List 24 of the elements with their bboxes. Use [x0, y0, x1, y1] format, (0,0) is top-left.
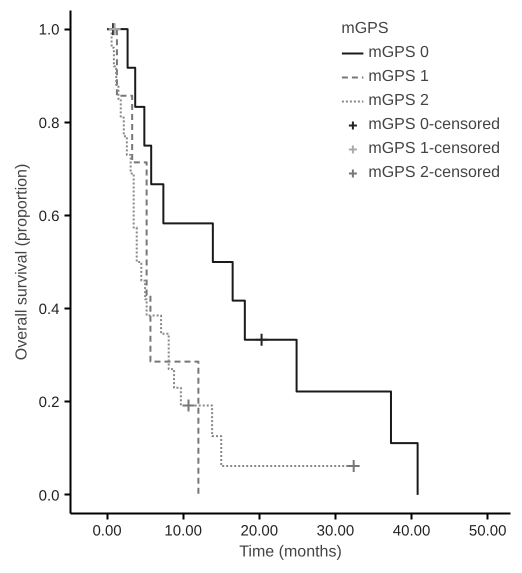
legend-label: mGPS 1-censored [368, 140, 500, 158]
y-tick-label: 1.0 [38, 22, 60, 39]
x-tick-label: 50.00 [468, 522, 506, 540]
x-tick-label: 30.00 [316, 522, 354, 540]
point [254, 332, 269, 347]
y-tick-label: 0.8 [38, 114, 60, 132]
point [346, 458, 361, 473]
x-tick-label: 40.00 [392, 522, 430, 540]
x-tick-label: 0.00 [92, 522, 122, 540]
y-axis-title: Overall survival (proportion) [14, 164, 31, 360]
x-axis-title: Time (months) [239, 544, 342, 560]
y-tick-label: 0.0 [38, 487, 60, 504]
legend-label: mGPS 1 [368, 68, 429, 86]
legend-label: mGPS 0-censored [368, 116, 500, 134]
point [181, 398, 196, 412]
y-tick-label: 0.6 [38, 208, 60, 225]
legend-title: mGPS [341, 20, 390, 38]
legend-label: mGPS 2-censored [368, 164, 500, 182]
y-tick-label: 0.4 [38, 301, 60, 318]
y-tick-label: 0.2 [38, 394, 60, 412]
x-tick-label: 20.00 [240, 522, 278, 540]
legend-label: mGPS 0 [368, 44, 429, 62]
x-tick-label: 10.00 [164, 522, 202, 540]
legend-label: mGPS 2 [368, 92, 429, 110]
